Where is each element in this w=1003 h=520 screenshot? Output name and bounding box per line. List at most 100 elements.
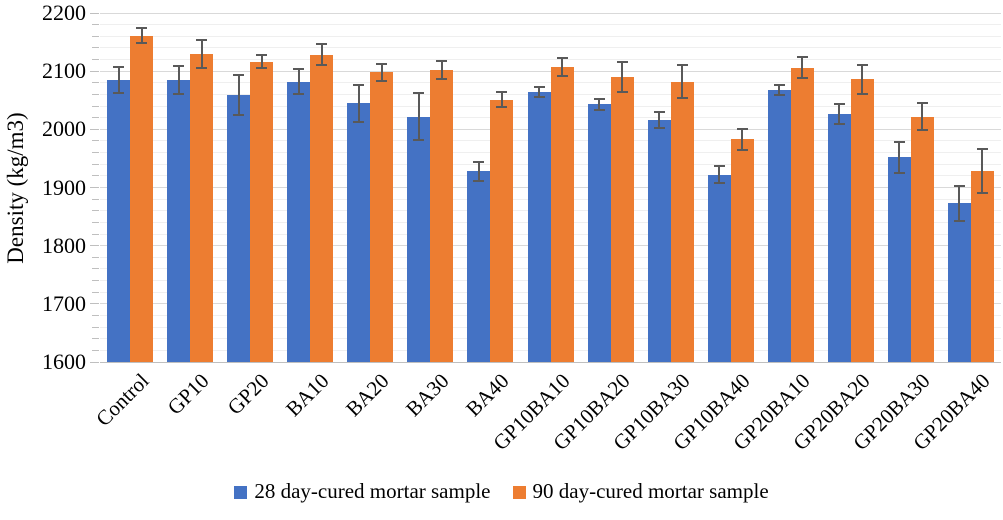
error-bar-cap <box>976 192 988 195</box>
error-bar-GP20BA10 <box>778 84 781 95</box>
error-bar-BA40 <box>477 161 480 181</box>
error-bar-cap <box>233 114 245 117</box>
y-tick-label: 1800 <box>42 232 86 258</box>
error-bar-cap <box>653 110 665 113</box>
error-bar-cap <box>173 92 185 95</box>
y-minor-tick <box>92 35 99 37</box>
legend-label-90day: 90 day-cured mortar sample <box>532 479 769 503</box>
y-major-tick <box>90 128 99 130</box>
error-bar-GP10BA10 <box>538 86 540 98</box>
error-bar-cap <box>136 27 148 30</box>
error-bar-BA20 <box>380 63 383 82</box>
error-bar-cap <box>796 56 808 59</box>
legend-swatch-90day-icon <box>512 486 526 499</box>
error-bar-BA30 <box>417 93 420 140</box>
y-minor-tick <box>92 163 99 165</box>
error-bar-cap <box>436 59 448 62</box>
error-bar-cap <box>916 101 928 104</box>
error-bar-cap <box>773 83 785 86</box>
legend-swatch-28day-icon <box>234 486 248 499</box>
legend-item-28day: 28 day-cured mortar sample <box>234 479 491 504</box>
error-bar-BA40 <box>500 92 503 108</box>
y-minor-tick <box>92 221 99 223</box>
major-gridline <box>100 12 1001 14</box>
bar-90day-GP10BA10 <box>550 67 574 362</box>
y-tick-label: 1600 <box>42 349 86 374</box>
error-bar-cap <box>413 138 425 141</box>
bar-28day-GP10BA10 <box>527 92 551 362</box>
y-minor-tick <box>92 152 99 154</box>
bar-28day-GP10 <box>167 79 191 362</box>
legend-label-28day: 28 day-cured mortar sample <box>254 479 491 503</box>
y-minor-tick <box>92 175 99 177</box>
error-bar-cap <box>736 148 748 151</box>
error-bar-cap <box>856 63 868 66</box>
error-bar-GP10BA30 <box>658 111 661 129</box>
bar-90day-BA10 <box>310 54 334 362</box>
bar-28day-GP10BA30 <box>647 120 671 362</box>
legend-item-90day: 90 day-cured mortar sample <box>512 479 769 504</box>
error-bar-cap <box>893 140 905 143</box>
error-bar-cap <box>353 83 365 86</box>
error-bar-cap <box>593 109 605 112</box>
error-bar-cap <box>196 38 208 41</box>
error-bar-cap <box>773 94 785 96</box>
minor-gridline <box>100 59 1001 61</box>
error-bar-cap <box>113 66 125 69</box>
y-minor-tick <box>92 93 99 95</box>
error-bar-Control <box>140 28 143 44</box>
error-bar-GP20BA20 <box>861 64 864 94</box>
error-bar-cap <box>293 92 305 95</box>
error-bar-GP10BA10 <box>561 57 563 77</box>
error-bar-GP20BA40 <box>981 149 984 194</box>
error-bar-cap <box>376 62 388 65</box>
error-bar-cap <box>316 43 328 46</box>
error-bar-GP10 <box>177 65 180 94</box>
y-minor-tick <box>92 24 99 26</box>
error-bar-cap <box>676 96 688 99</box>
error-bar-cap <box>796 77 808 80</box>
error-bar-cap <box>473 179 485 182</box>
x-axis-line <box>100 361 1001 363</box>
bar-90day-GP20 <box>250 61 274 362</box>
y-major-tick <box>90 70 99 72</box>
bar-28day-GP10BA40 <box>707 174 731 362</box>
bar-28day-Control <box>107 79 131 362</box>
y-minor-tick <box>92 256 99 258</box>
error-bar-cap <box>593 97 605 100</box>
y-minor-tick <box>92 140 99 142</box>
error-bar-GP20BA40 <box>958 185 961 221</box>
y-tick-label: 1900 <box>42 174 86 200</box>
bar-90day-GP10BA20 <box>610 76 634 362</box>
error-bar-cap <box>533 96 545 99</box>
error-bar-cap <box>196 66 208 69</box>
error-bar-cap <box>953 184 965 187</box>
error-bar-cap <box>953 219 965 222</box>
bar-28day-GP20 <box>227 95 251 362</box>
y-tick-label: 2200 <box>42 0 86 25</box>
y-minor-tick <box>92 117 99 119</box>
y-tick-label: 2100 <box>42 58 86 84</box>
y-minor-tick <box>92 59 99 61</box>
error-bar-cap <box>653 127 665 130</box>
y-minor-tick <box>92 233 99 235</box>
bar-28day-GP10BA20 <box>587 104 611 362</box>
y-minor-tick <box>92 198 99 200</box>
error-bar-cap <box>113 91 125 94</box>
y-major-tick <box>90 12 99 14</box>
y-minor-tick <box>92 280 99 282</box>
y-major-tick <box>90 187 99 188</box>
y-minor-tick <box>92 314 99 316</box>
error-bar-cap <box>976 148 988 151</box>
bar-90day-GP20BA40 <box>970 171 994 362</box>
bar-90day-GP10BA40 <box>730 139 754 362</box>
error-bar-cap <box>916 129 928 132</box>
error-bar-cap <box>893 171 905 174</box>
error-bar-cap <box>376 80 388 83</box>
error-bar-BA10 <box>320 44 323 66</box>
bar-90day-Control <box>130 35 154 362</box>
y-major-tick <box>90 361 99 363</box>
error-bar-cap <box>856 92 868 95</box>
error-bar-cap <box>533 85 545 88</box>
error-bar-cap <box>473 160 485 163</box>
